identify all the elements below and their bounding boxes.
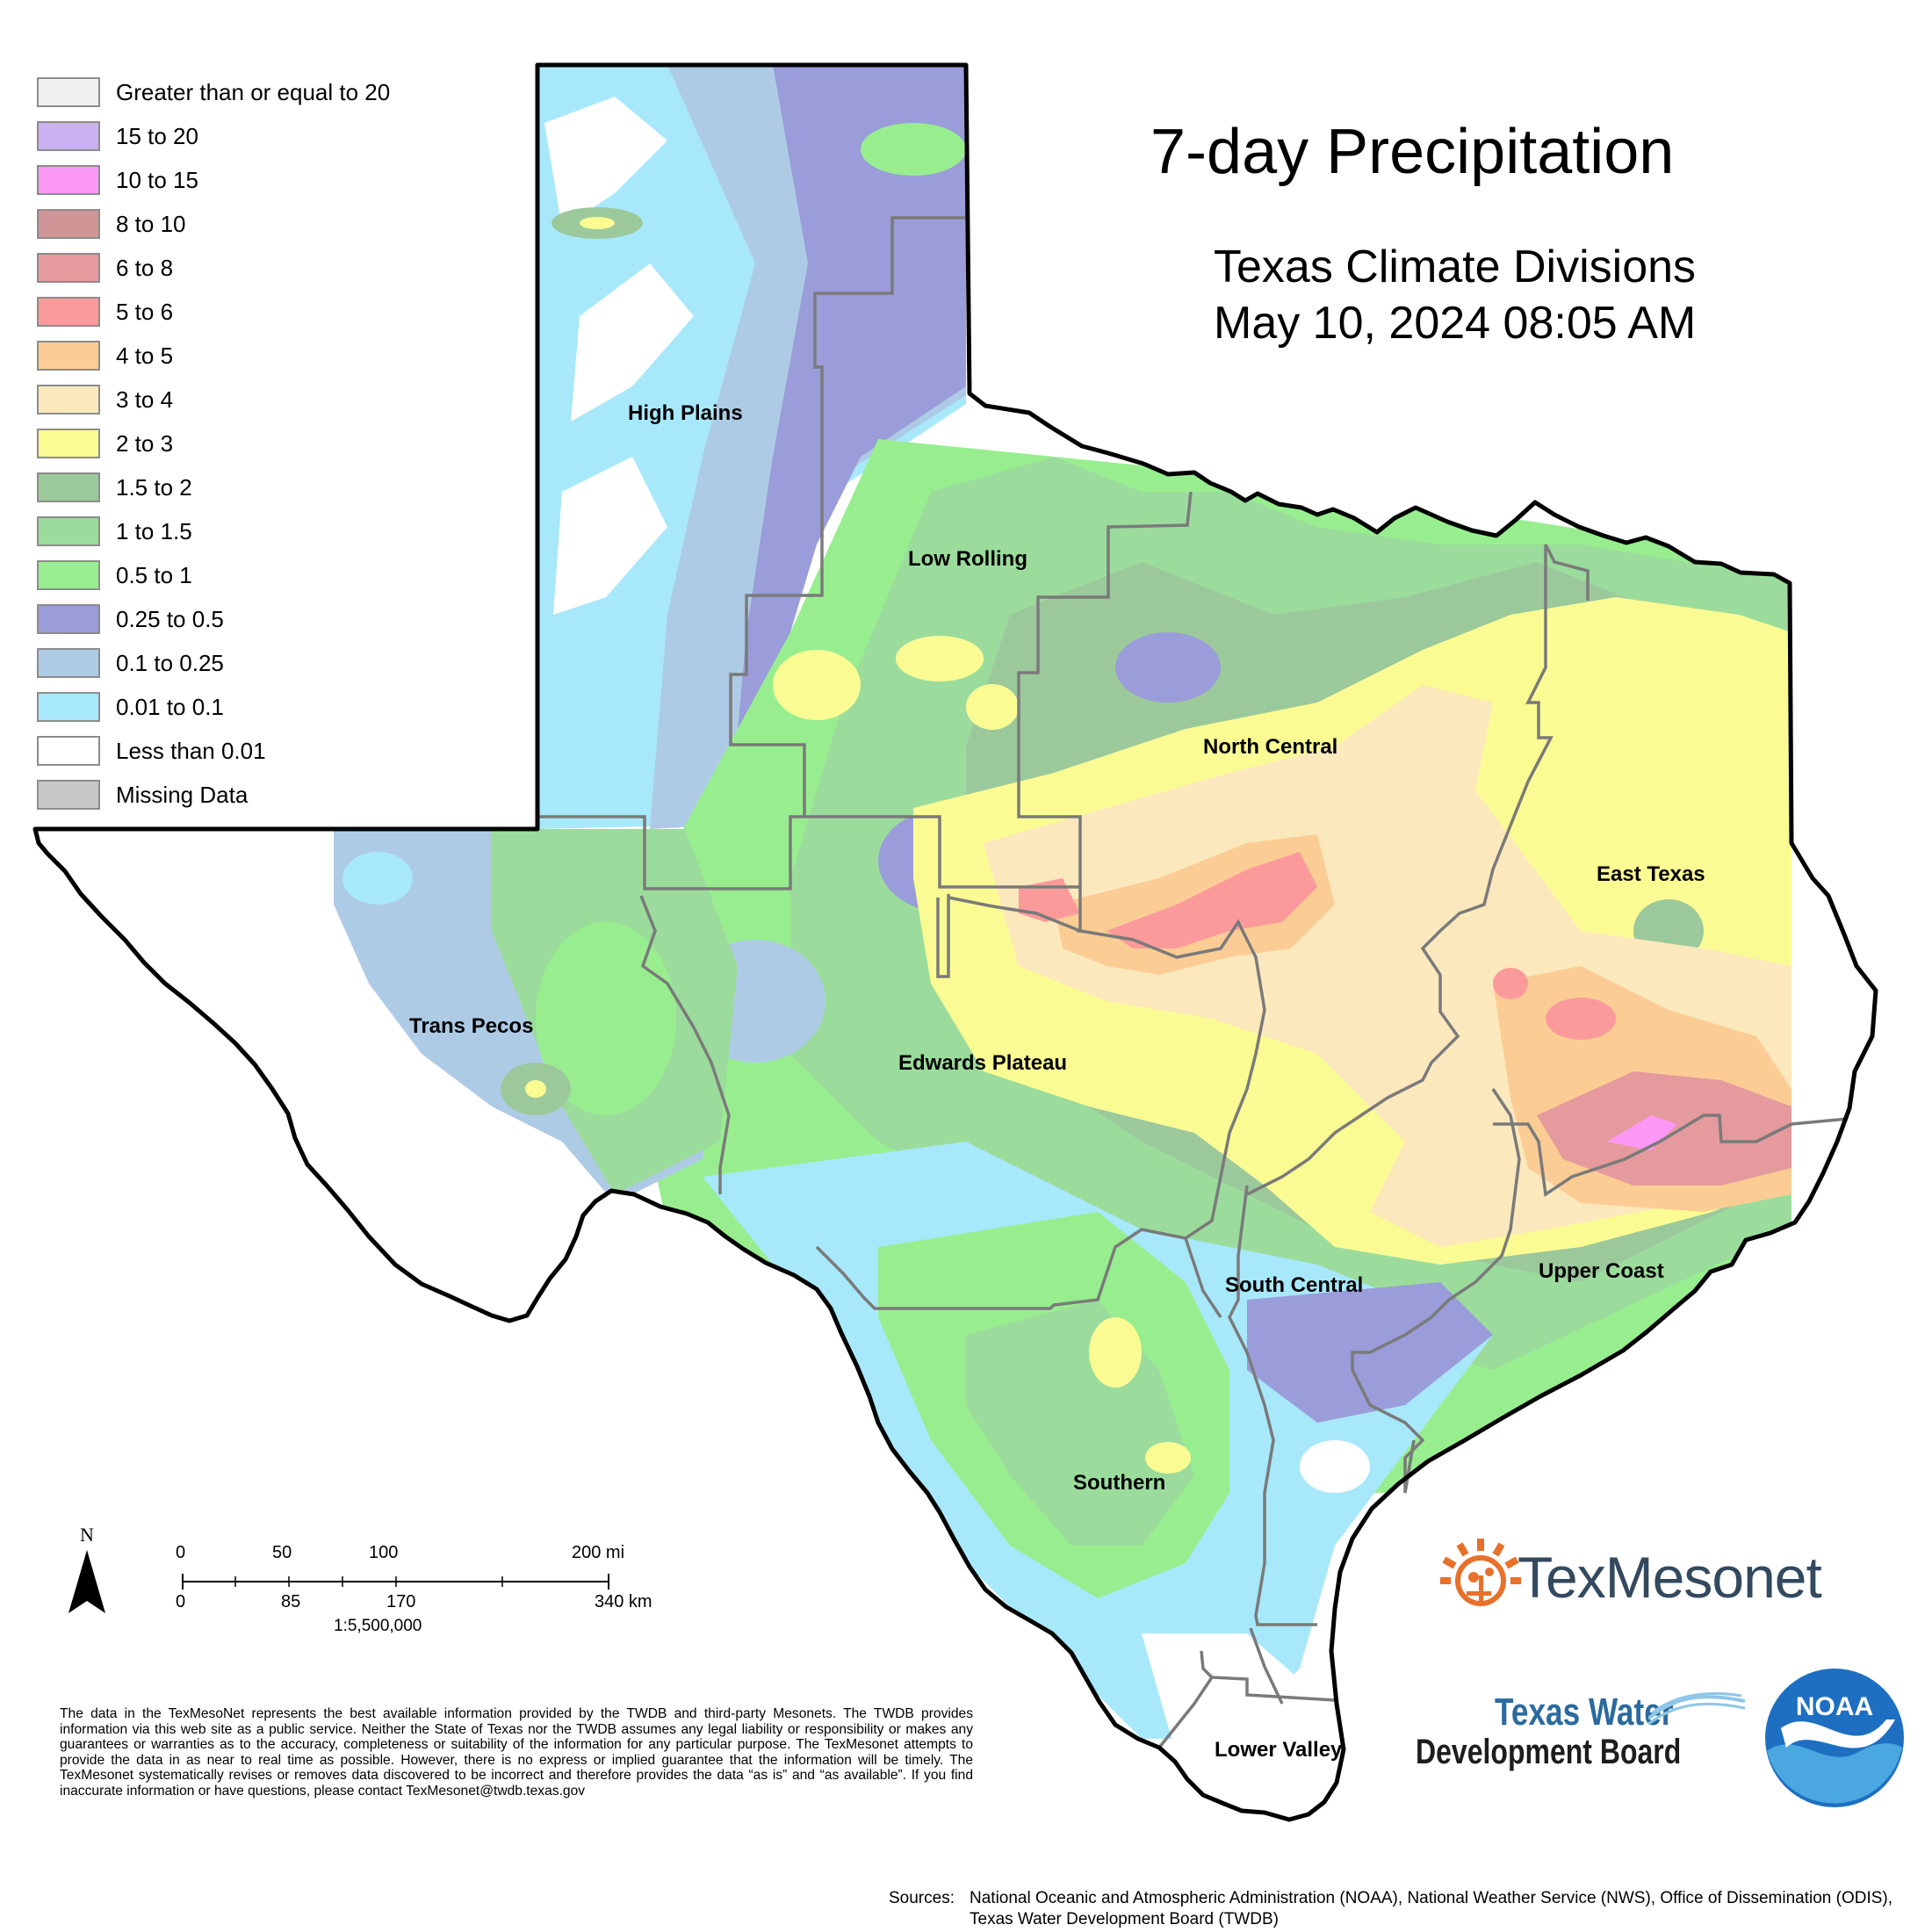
twdb-line1: Texas Water xyxy=(1495,1690,1674,1734)
disclaimer-text: The data in the TexMesoNet represents th… xyxy=(60,1706,973,1799)
scale-mi-50: 50 xyxy=(272,1543,292,1562)
legend-label: 4 to 5 xyxy=(116,342,174,369)
legend: Greater than or equal to 20 15 to 20 10 to… xyxy=(37,70,476,817)
texmesonet-logo: TexMesonet xyxy=(1440,1537,1862,1625)
legend-label: 2 to 3 xyxy=(116,430,174,457)
north-arrow-icon xyxy=(68,1550,105,1613)
legend-item: Missing Data xyxy=(37,773,476,817)
legend-label: 1.5 to 2 xyxy=(116,474,192,501)
legend-item: 10 to 15 xyxy=(37,158,476,202)
region-label-low-rolling: Low Rolling xyxy=(908,547,1027,571)
scale-bar: 0 50 100 200 mi 0 85 170 340 km 1:5,500,… xyxy=(171,1537,663,1635)
legend-label: 0.5 to 1 xyxy=(116,562,192,588)
legend-label: 0.1 to 0.25 xyxy=(116,650,224,676)
legend-item: Greater than or equal to 20 xyxy=(37,70,476,114)
legend-swatch xyxy=(37,429,100,458)
legend-swatch xyxy=(37,77,100,107)
noaa-logo: NOAA xyxy=(1765,1669,1904,1807)
legend-swatch xyxy=(37,165,100,195)
legend-label: 3 to 4 xyxy=(116,386,174,413)
region-label-south-central: South Central xyxy=(1225,1273,1364,1297)
north-letter: N xyxy=(80,1524,94,1546)
map-subtitle: Texas Climate Divisions May 10, 2024 08:… xyxy=(1214,239,1696,351)
legend-swatch xyxy=(37,780,100,810)
scale-mi-0: 0 xyxy=(176,1543,186,1562)
legend-item: 6 to 8 xyxy=(37,246,476,290)
region-label-upper-coast: Upper Coast xyxy=(1539,1259,1664,1283)
texmesonet-wordmark: TexMesonet xyxy=(1517,1545,1822,1610)
scale-mi-200: 200 mi xyxy=(572,1543,625,1562)
legend-item: 0.5 to 1 xyxy=(37,553,476,597)
legend-label: 0.01 to 0.1 xyxy=(116,694,224,720)
legend-label: 0.25 to 0.5 xyxy=(116,606,224,632)
legend-swatch xyxy=(37,692,100,722)
legend-swatch xyxy=(37,604,100,634)
map-title: 7-day Precipitation xyxy=(1150,117,1675,187)
water-wave-icon xyxy=(1648,1692,1745,1726)
scale-mi-100: 100 xyxy=(369,1543,399,1562)
sources-label: Sources: xyxy=(889,1889,955,1907)
legend-swatch xyxy=(37,209,100,239)
legend-label: Less than 0.01 xyxy=(116,738,266,764)
legend-label: Missing Data xyxy=(116,782,249,808)
scale-km-340: 340 km xyxy=(595,1592,652,1611)
region-label-lower-valley: Lower Valley xyxy=(1215,1738,1343,1762)
legend-item: 1.5 to 2 xyxy=(37,465,476,509)
legend-item: 5 to 6 xyxy=(37,290,476,334)
sources-text: National Oceanic and Atmospheric Adminis… xyxy=(970,1889,1893,1928)
legend-item: 0.1 to 0.25 xyxy=(37,641,476,685)
legend-swatch xyxy=(37,648,100,678)
legend-item: 1 to 1.5 xyxy=(37,509,476,553)
scale-km-85: 85 xyxy=(281,1592,301,1611)
north-arrow: N xyxy=(65,1524,109,1621)
legend-swatch xyxy=(37,516,100,546)
scale-km-170: 170 xyxy=(386,1592,416,1611)
legend-swatch xyxy=(37,560,100,590)
legend-swatch xyxy=(37,121,100,151)
twdb-line2: Development Board xyxy=(1416,1733,1682,1771)
legend-item: 15 to 20 xyxy=(37,114,476,158)
twdb-logo: Texas Water Development Board xyxy=(1416,1690,1749,1787)
legend-swatch xyxy=(37,385,100,415)
sources: Sources: National Oceanic and Atmospheri… xyxy=(889,1888,1899,1930)
legend-item: 0.25 to 0.5 xyxy=(37,597,476,641)
legend-label: 1 to 1.5 xyxy=(116,518,192,544)
legend-label: 15 to 20 xyxy=(116,123,198,149)
scale-km-0: 0 xyxy=(176,1592,186,1611)
legend-item: 2 to 3 xyxy=(37,422,476,465)
subtitle-climate-divisions: Texas Climate Divisions xyxy=(1214,242,1697,292)
legend-item: Less than 0.01 xyxy=(37,729,476,773)
legend-item: 0.01 to 0.1 xyxy=(37,685,476,729)
legend-label: 8 to 10 xyxy=(116,211,186,237)
region-label-north-central: North Central xyxy=(1203,735,1338,759)
legend-item: 8 to 10 xyxy=(37,202,476,246)
region-label-east-texas: East Texas xyxy=(1597,862,1705,886)
region-label-edwards-plateau: Edwards Plateau xyxy=(898,1051,1068,1075)
legend-swatch xyxy=(37,297,100,327)
sun-icon xyxy=(1440,1539,1521,1606)
scale-ratio: 1:5,500,000 xyxy=(334,1617,422,1635)
scale-line xyxy=(182,1574,609,1590)
legend-swatch xyxy=(37,341,100,371)
legend-swatch xyxy=(37,736,100,766)
climate-division-lines xyxy=(537,216,1849,1749)
region-label-trans-pecos: Trans Pecos xyxy=(409,1014,534,1038)
legend-item: 4 to 5 xyxy=(37,334,476,378)
legend-label: 10 to 15 xyxy=(116,167,198,193)
legend-label: 6 to 8 xyxy=(116,255,174,281)
legend-swatch xyxy=(37,472,100,502)
noaa-wordmark: NOAA xyxy=(1796,1692,1873,1721)
legend-item: 3 to 4 xyxy=(37,378,476,422)
region-label-southern: Southern xyxy=(1073,1471,1166,1495)
legend-swatch xyxy=(37,253,100,283)
legend-label: Greater than or equal to 20 xyxy=(116,79,391,105)
legend-label: 5 to 6 xyxy=(116,299,174,325)
region-label-high-plains: High Plains xyxy=(628,401,743,425)
subtitle-date: May 10, 2024 08:05 AM xyxy=(1214,298,1697,349)
